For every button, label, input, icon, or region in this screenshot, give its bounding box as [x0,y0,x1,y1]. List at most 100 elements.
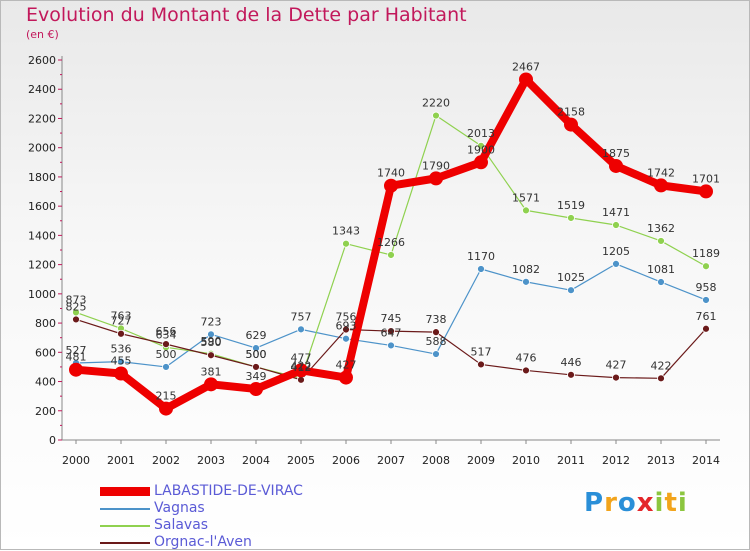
x-tick-label: 2006 [332,454,360,467]
y-tick-label: 1200 [28,259,56,272]
y-tick-label: 2400 [28,83,56,96]
data-point [297,325,305,334]
data-label: 517 [471,345,492,358]
data-point [522,366,530,375]
y-tick-label: 1800 [28,171,56,184]
data-label: 427 [606,359,627,372]
data-label: 1205 [602,245,630,258]
y-tick-label: 2000 [28,142,56,155]
data-label: 590 [201,335,222,348]
data-label: 2220 [422,97,450,110]
data-label: 873 [66,293,87,306]
data-label: 1571 [512,191,540,204]
data-point [657,237,665,245]
data-label: 536 [111,343,132,356]
data-label: 1471 [602,206,630,219]
data-label: 1790 [422,159,450,172]
data-label: 422 [291,359,312,372]
y-tick-label: 1400 [28,229,56,242]
data-label: 634 [156,328,177,341]
y-tick-label: 200 [35,405,56,418]
data-point [162,340,170,349]
data-point [702,296,710,304]
chart-subtitle: (en €) [26,28,59,41]
data-point [612,259,620,268]
data-label: 647 [381,326,402,339]
data-label: 476 [516,351,537,364]
data-point [522,206,530,215]
x-tick-label: 2012 [602,454,630,467]
data-point [519,72,533,87]
data-point [657,278,665,286]
y-tick-label: 1600 [28,200,56,213]
data-label: 580 [201,336,222,349]
data-point [342,325,350,334]
legend: LABASTIDE-DE-VIRAC Vagnas Salavas Orgnac… [100,483,303,551]
x-tick-label: 2004 [242,454,270,467]
y-tick-label: 800 [35,317,56,330]
data-point [297,375,305,384]
logo-letter: o [617,488,637,518]
data-label: 412 [291,361,312,374]
y-tick-label: 0 [49,434,56,447]
logo-letter: t [664,488,678,518]
data-point [249,381,263,396]
data-point [612,373,620,382]
data-label: 756 [336,311,357,324]
chart-title: Evolution du Montant de la Dette par Hab… [26,4,467,26]
legend-item-vagnas[interactable]: Vagnas [100,500,303,517]
data-label: 2158 [557,106,585,119]
data-label: 745 [381,312,402,325]
x-tick-label: 2013 [647,454,675,467]
data-label: 958 [696,281,717,294]
data-label: 349 [246,370,267,383]
data-point [612,221,620,229]
data-label: 1701 [692,172,720,185]
legend-swatch [100,541,150,544]
legend-item-labastide[interactable]: LABASTIDE-DE-VIRAC [100,483,303,500]
logo-letter: x [636,488,655,518]
legend-item-salavas[interactable]: Salavas [100,517,303,534]
data-point [567,214,575,222]
x-tick-label: 2000 [62,454,90,467]
data-label: 656 [156,325,177,338]
data-point [342,239,350,248]
data-point [339,370,353,385]
legend-item-orgnac[interactable]: Orgnac-l'Aven [100,534,303,551]
data-point [162,363,170,371]
logo-letter: r [604,488,618,518]
data-label: 693 [336,320,357,333]
data-label: 1025 [557,271,585,284]
data-point [252,363,260,371]
x-tick-label: 2003 [197,454,225,467]
data-label: 727 [111,315,132,328]
y-tick-label: 1000 [28,288,56,301]
x-tick-label: 2011 [557,454,585,467]
data-label: 1189 [692,247,720,260]
data-label: 455 [111,355,132,368]
legend-label: Vagnas [154,500,205,516]
data-point [72,315,80,324]
data-point [207,351,215,360]
data-label: 446 [561,356,582,369]
x-tick-label: 2001 [107,454,135,467]
data-label: 427 [336,359,357,372]
data-label: 588 [426,335,447,348]
legend-swatch [100,487,150,496]
data-point [69,362,83,377]
data-label: 2467 [512,60,540,73]
x-tick-label: 2007 [377,454,405,467]
data-label: 215 [156,390,177,403]
data-point [387,327,395,336]
logo-letter: i [677,488,688,518]
data-point [432,350,440,358]
data-label: 757 [291,310,312,323]
data-label: 381 [201,365,222,378]
data-point [432,328,440,337]
data-point [702,324,710,333]
logo-letter: i [654,488,665,518]
legend-swatch [100,507,150,510]
data-label: 481 [66,351,87,364]
data-label: 1082 [512,263,540,276]
